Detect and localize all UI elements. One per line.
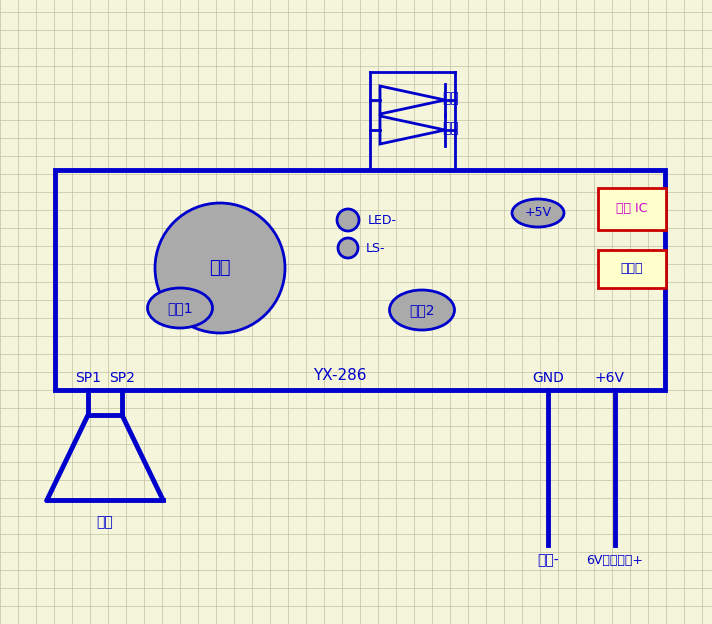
Text: 灯珠: 灯珠	[442, 91, 459, 105]
Text: 喔叫: 喔叫	[97, 515, 113, 529]
Bar	[598, 188, 666, 230]
Text: 芯片: 芯片	[209, 259, 231, 277]
Text: LED-: LED-	[368, 213, 397, 227]
Ellipse shape	[389, 290, 454, 330]
Text: 按键1: 按键1	[167, 301, 193, 315]
Text: LS-: LS-	[366, 241, 385, 255]
Text: +6V: +6V	[595, 371, 625, 385]
Text: SP2: SP2	[109, 371, 135, 385]
Circle shape	[155, 203, 285, 333]
Bar	[598, 250, 666, 288]
Ellipse shape	[147, 288, 212, 328]
Text: 稳压 IC: 稳压 IC	[617, 203, 648, 215]
Text: 6V电瓶正极+: 6V电瓶正极+	[587, 553, 644, 567]
Bar	[55, 170, 665, 390]
Text: +5V: +5V	[525, 207, 552, 220]
Circle shape	[337, 209, 359, 231]
Ellipse shape	[512, 199, 564, 227]
Text: 二极管: 二极管	[621, 263, 643, 276]
Text: GND: GND	[532, 371, 564, 385]
Text: 按键2: 按键2	[409, 303, 435, 317]
Text: YX-286: YX-286	[313, 368, 367, 383]
Text: SP1: SP1	[75, 371, 101, 385]
Text: 灯带: 灯带	[442, 121, 459, 135]
Text: 负极-: 负极-	[537, 553, 559, 567]
Circle shape	[338, 238, 358, 258]
